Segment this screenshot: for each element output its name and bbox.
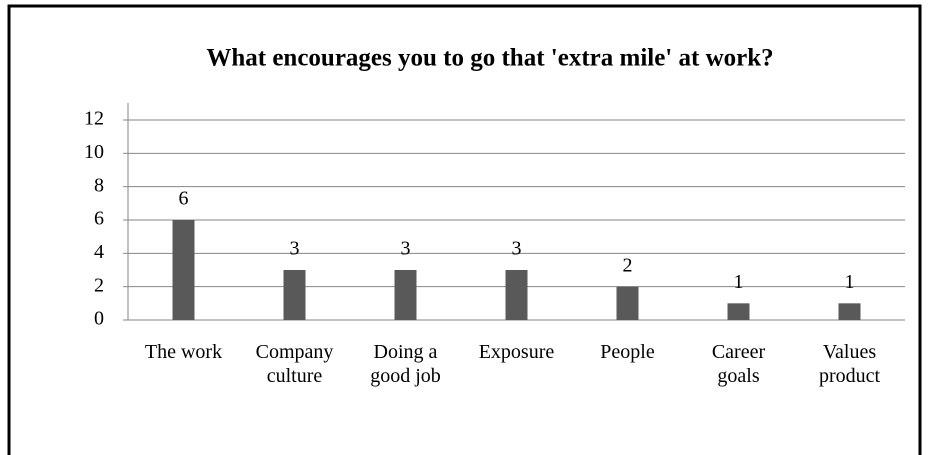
value-label: 3: [401, 238, 411, 260]
value-label: 1: [734, 271, 744, 293]
y-tick-label: 2: [94, 274, 104, 296]
x-tick-label: Exposure: [478, 341, 555, 363]
value-label: 1: [845, 271, 855, 293]
value-label: 3: [512, 238, 522, 260]
y-tick-label: 10: [84, 141, 104, 163]
bar: [727, 303, 750, 320]
x-tick-label: People: [600, 341, 655, 363]
bar: [838, 303, 861, 320]
y-tick-label: 12: [84, 108, 104, 130]
bar: [394, 270, 417, 320]
y-tick-label: 4: [94, 241, 104, 263]
value-label: 6: [179, 188, 189, 210]
bar: [505, 270, 528, 320]
bar: [172, 220, 195, 320]
chart-title: What encourages you to go that 'extra mi…: [206, 45, 773, 72]
y-tick-label: 0: [94, 308, 104, 330]
x-tick-label: Values product: [818, 341, 881, 387]
y-tick-label: 8: [94, 174, 104, 196]
x-tick-label: The work: [144, 341, 223, 363]
bar: [616, 286, 639, 320]
x-tick-label: Career goals: [711, 341, 766, 387]
value-label: 2: [623, 254, 633, 276]
chart-frame: [7, 4, 922, 455]
bar: [283, 270, 306, 320]
value-label: 3: [290, 238, 300, 260]
y-tick-label: 6: [94, 208, 104, 230]
x-tick-label: Doing a good job: [370, 341, 441, 387]
x-tick-label: Company culture: [255, 341, 334, 387]
